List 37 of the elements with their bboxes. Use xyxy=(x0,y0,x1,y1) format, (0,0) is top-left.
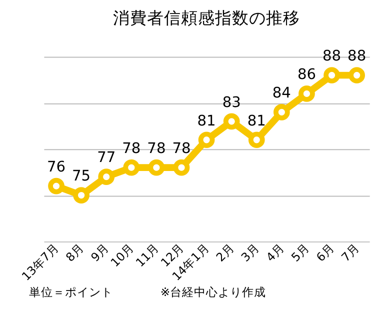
point xyxy=(48,178,64,194)
data-label: 84 xyxy=(272,84,291,102)
point xyxy=(324,67,340,84)
data-label: 76 xyxy=(46,158,66,176)
x-tick-label: 2月 xyxy=(213,240,237,264)
point xyxy=(273,104,290,120)
data-label: 75 xyxy=(72,168,91,185)
data-label: 78 xyxy=(122,140,141,157)
data-label: 77 xyxy=(97,149,116,166)
x-tick-label: 3月 xyxy=(238,240,262,264)
data-label: 86 xyxy=(297,66,316,84)
point xyxy=(348,67,365,84)
data-label: 78 xyxy=(172,140,191,157)
data-label: 88 xyxy=(348,48,366,65)
data-label: 78 xyxy=(147,140,166,157)
text: ※台経中心より作成 xyxy=(160,284,266,299)
point xyxy=(223,113,240,130)
text: 単位＝ポイント xyxy=(29,284,114,299)
point xyxy=(123,159,140,176)
x-tick-label: 7月 xyxy=(338,240,362,264)
x-tick-label: 13年7月 xyxy=(19,240,62,284)
data-label: 81 xyxy=(247,112,266,130)
point xyxy=(73,187,90,204)
point xyxy=(248,132,265,148)
x-tick-label: 5月 xyxy=(288,240,312,264)
point xyxy=(98,168,115,185)
point xyxy=(173,159,190,176)
data-label: 81 xyxy=(197,112,216,130)
data-label: 88 xyxy=(322,48,342,65)
chart-title: 消費者信頼感指数の推移 xyxy=(113,8,300,28)
x-tick-label: 8月 xyxy=(63,240,87,264)
point xyxy=(298,86,315,102)
data-label: 83 xyxy=(222,94,241,111)
point xyxy=(148,159,165,176)
x-tick-label: 6月 xyxy=(313,240,338,264)
x-tick-label: 4月 xyxy=(263,240,288,264)
point xyxy=(198,132,215,148)
